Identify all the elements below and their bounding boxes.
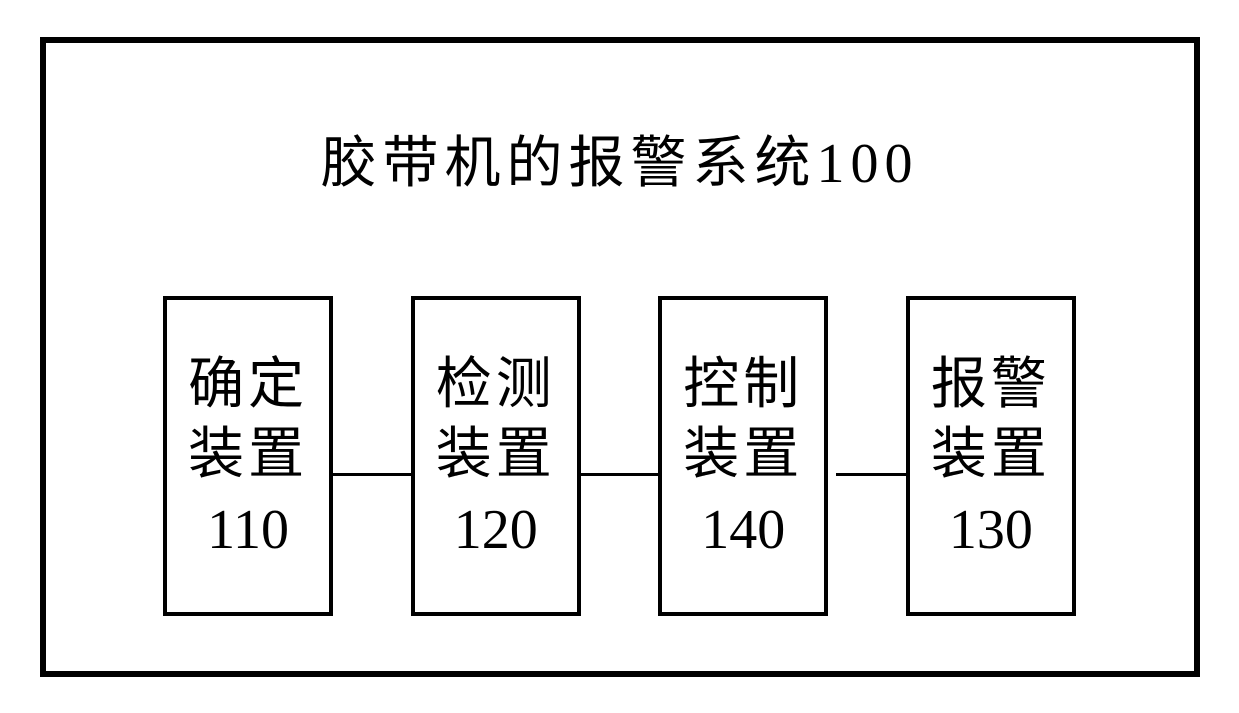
block-row: 确定 装置 110 检测 装置 120 控制 装置 140 报警 装置 13: [46, 296, 1194, 616]
block-label: 检测 装置: [436, 350, 556, 490]
system-title: 胶带机的报警系统100: [46, 118, 1194, 199]
block-alarm: 报警 装置 130: [906, 296, 1076, 616]
block-label: 控制 装置: [683, 350, 803, 490]
block-number: 130: [949, 498, 1033, 562]
system-frame: 胶带机的报警系统100 确定 装置 110 检测 装置 120 控制 装置 14…: [40, 37, 1200, 677]
block-label: 确定 装置: [188, 350, 308, 490]
block-label: 报警 装置: [931, 350, 1051, 490]
block-determine: 确定 装置 110: [163, 296, 333, 616]
block-number: 110: [207, 498, 289, 562]
block-number: 120: [454, 498, 538, 562]
block-number: 140: [701, 498, 785, 562]
block-detect: 检测 装置 120: [411, 296, 581, 616]
block-control: 控制 装置 140: [658, 296, 828, 616]
